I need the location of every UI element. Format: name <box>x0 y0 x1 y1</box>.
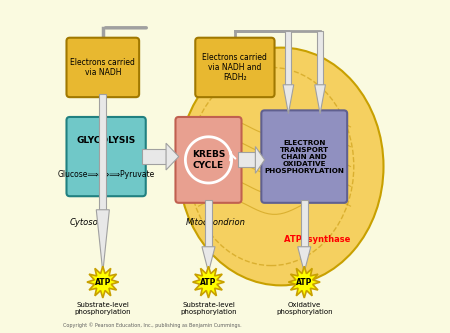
Text: Cytosol: Cytosol <box>70 218 101 227</box>
FancyBboxPatch shape <box>176 117 242 203</box>
FancyBboxPatch shape <box>205 199 212 247</box>
FancyBboxPatch shape <box>261 110 347 203</box>
FancyBboxPatch shape <box>67 117 146 196</box>
Text: Copyright © Pearson Education, Inc., publishing as Benjamin Cummings.: Copyright © Pearson Education, Inc., pub… <box>63 323 242 328</box>
FancyBboxPatch shape <box>301 199 308 247</box>
Text: Mitochondrion: Mitochondrion <box>185 218 245 227</box>
Polygon shape <box>283 85 294 114</box>
Text: ATP: ATP <box>296 278 312 287</box>
FancyBboxPatch shape <box>67 38 139 97</box>
FancyBboxPatch shape <box>238 153 256 167</box>
Text: Electrons carried
via NADH: Electrons carried via NADH <box>70 58 135 77</box>
Text: Substrate-level
phosphorylation: Substrate-level phosphorylation <box>75 302 131 315</box>
Polygon shape <box>202 247 215 272</box>
FancyBboxPatch shape <box>285 31 291 85</box>
Text: Substrate-level
phosphorylation: Substrate-level phosphorylation <box>180 302 237 315</box>
Ellipse shape <box>179 48 383 285</box>
Polygon shape <box>193 266 225 298</box>
FancyBboxPatch shape <box>195 38 274 97</box>
Text: ATP: ATP <box>200 278 217 287</box>
Text: ATP: ATP <box>94 278 111 287</box>
Polygon shape <box>166 143 179 170</box>
Text: Oxidative
phosphorylation: Oxidative phosphorylation <box>276 302 333 315</box>
Text: KREBS
CYCLE: KREBS CYCLE <box>192 150 225 169</box>
Text: Electrons carried
via NADH and
FADH₂: Electrons carried via NADH and FADH₂ <box>202 53 267 82</box>
FancyBboxPatch shape <box>143 149 166 164</box>
Polygon shape <box>298 247 311 272</box>
Polygon shape <box>315 85 325 114</box>
Polygon shape <box>288 266 320 298</box>
Text: Glucose⟹⟹⟹Pyruvate: Glucose⟹⟹⟹Pyruvate <box>58 170 155 179</box>
Ellipse shape <box>189 68 354 265</box>
Polygon shape <box>256 147 265 173</box>
FancyBboxPatch shape <box>317 31 323 85</box>
Text: ELECTRON
TRANSPORT
CHAIN AND
OXIDATIVE
PHOSPHORYLATION: ELECTRON TRANSPORT CHAIN AND OXIDATIVE P… <box>264 140 344 173</box>
Polygon shape <box>87 266 119 298</box>
Text: ATP  synthase: ATP synthase <box>284 235 351 244</box>
Polygon shape <box>96 210 109 272</box>
Text: GLYCOLYSIS: GLYCOLYSIS <box>76 136 136 145</box>
FancyBboxPatch shape <box>99 94 107 210</box>
